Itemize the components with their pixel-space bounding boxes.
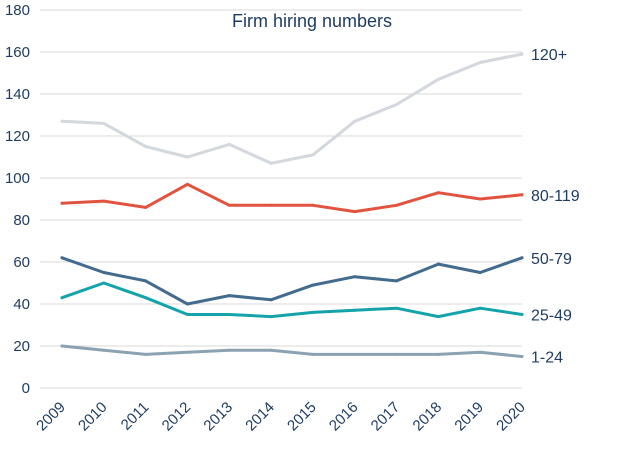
data-point [478,271,482,274]
data-point [60,296,64,300]
series-labels: 120+ 80-119 50-79 25-49 1-24 [531,47,580,366]
x-tick-label: 2019 [451,399,487,435]
series-label-120+: 120+ [531,47,567,64]
y-tick-label: 100 [5,170,30,187]
data-point [353,275,357,279]
data-point [436,262,440,266]
data-point [60,201,64,205]
data-point [520,193,524,197]
data-point [227,313,231,316]
data-point [353,308,357,312]
data-point [436,191,440,195]
data-point [395,203,399,207]
series-line-1-24 [60,344,524,358]
data-point [185,350,189,354]
x-axis-ticks: 2009 2010 2011 2012 2013 2014 2015 2016 2017 2018… [33,399,529,435]
y-tick-label: 80 [13,212,30,229]
data-point [60,344,64,348]
x-tick-label: 2012 [159,399,195,435]
x-tick-label: 2015 [284,399,320,435]
x-tick-label: 2010 [75,399,111,435]
data-point [144,145,148,148]
data-point [311,203,315,207]
data-point [436,77,440,81]
series-label-50-79: 50-79 [531,251,572,268]
y-tick-label: 60 [13,254,30,271]
data-point [269,315,273,319]
series-line-120+ [60,52,524,165]
data-point [478,197,482,201]
data-point [227,203,231,207]
data-point [102,199,106,203]
data-point [436,352,440,356]
y-tick-label: 40 [13,296,30,313]
data-point [353,352,357,356]
data-point [227,294,231,298]
data-point [144,279,148,283]
series-label-25-49: 25-49 [531,308,572,325]
data-point [60,119,64,123]
data-point [185,313,189,316]
data-point [436,315,440,319]
x-tick-label: 2020 [493,399,529,435]
data-point [144,205,148,209]
x-tick-label: 2016 [326,399,362,435]
data-point [395,306,399,310]
data-point [395,279,399,283]
data-point [102,348,106,352]
x-tick-label: 2018 [410,399,446,435]
x-tick-label: 2017 [368,399,404,435]
data-point [227,142,231,146]
data-point [227,348,231,352]
data-point [269,203,273,207]
series-label-1-24: 1-24 [531,350,563,367]
series-lines [60,52,524,358]
data-point [102,281,106,285]
data-point [311,310,315,314]
data-point [311,153,315,157]
data-point [269,348,273,352]
data-point [269,161,273,165]
chart-title: Firm hiring numbers [232,11,392,31]
y-tick-label: 160 [5,44,30,61]
data-point [185,302,189,306]
y-tick-label: 20 [13,338,30,355]
data-point [102,121,106,125]
gridlines [40,9,522,389]
data-point [520,256,524,260]
data-point [520,355,524,358]
data-point [185,182,189,186]
y-tick-label: 140 [5,86,30,103]
data-point [478,350,482,354]
x-tick-label: 2009 [33,399,69,435]
x-tick-label: 2011 [118,399,153,434]
y-tick-label: 0 [22,380,30,397]
data-point [102,271,106,274]
data-point [269,298,273,302]
y-axis-ticks: 0 20 40 60 80 100 120 140 160 180 [5,2,30,397]
series-label-80-119: 80-119 [531,188,580,205]
x-tick-label: 2014 [242,399,278,435]
data-point [144,352,148,356]
data-point [395,103,399,106]
data-point [395,352,399,356]
data-point [144,296,148,300]
data-point [311,283,315,287]
series-line-25-49 [60,281,524,319]
series-line-80-119 [60,182,524,214]
y-tick-label: 120 [5,128,30,145]
data-point [520,313,524,316]
data-point [520,52,524,56]
data-point [478,61,482,64]
y-tick-label: 180 [5,2,30,19]
series-line-50-79 [60,256,524,306]
data-point [311,352,315,356]
data-point [185,155,189,159]
data-point [478,306,482,310]
data-point [353,119,357,123]
x-tick-label: 2013 [200,399,236,435]
data-point [60,256,64,260]
data-point [353,210,357,214]
